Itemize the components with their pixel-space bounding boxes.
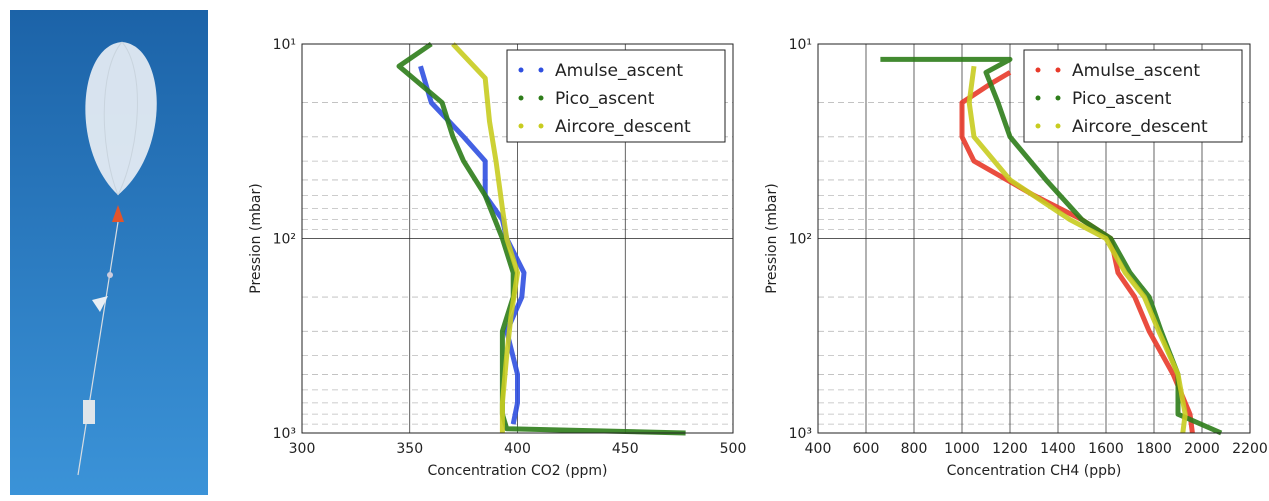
plot-frame: [301, 43, 734, 434]
x-tick-label: 350: [396, 441, 423, 457]
legend-label: Pico_ascent: [555, 89, 655, 109]
legend-label: Pico_ascent: [1072, 89, 1172, 109]
x-tick-label: 1200: [992, 441, 1028, 457]
series-line: [966, 65, 1188, 434]
x-tick-label: 400: [504, 441, 531, 457]
legend-marker: [518, 123, 524, 129]
x-tick-label: 2200: [1232, 441, 1268, 457]
x-tick-label: 2000: [1184, 441, 1220, 457]
y-tick-label: 10¹: [273, 37, 296, 53]
x-tick-label: 1600: [1088, 441, 1124, 457]
series-line: [451, 42, 520, 433]
y-tick-label: 10¹: [789, 37, 812, 53]
y-tick-label: 10³: [273, 426, 296, 442]
y-tick-label: 10²: [789, 232, 812, 248]
chart: 300 350 400 450 500 10¹ 10² 10³ Concentration CO…: [248, 37, 746, 479]
legend-marker: [538, 123, 544, 129]
x-tick-label: 600: [853, 441, 880, 457]
legend-marker: [1035, 67, 1041, 73]
legend-marker: [1055, 123, 1061, 129]
legend-marker: [1055, 95, 1061, 101]
x-tick-label: 400: [805, 441, 832, 457]
legend-marker: [1035, 95, 1041, 101]
legend-marker: [518, 67, 524, 73]
legend-marker: [538, 95, 544, 101]
legend-marker: [518, 95, 524, 101]
chart: 400 600 800 1000 1200 1400 1600 1800 2000 2200 10¹…: [764, 37, 1268, 479]
y-axis-label: Pression (mbar): [764, 183, 780, 293]
x-tick-label: 1800: [1136, 441, 1172, 457]
x-tick-label: 800: [901, 441, 928, 457]
y-axis-label: Pression (mbar): [248, 183, 264, 293]
legend-label: Amulse_ascent: [555, 61, 683, 81]
x-tick-label: 500: [720, 441, 747, 457]
legend-label: Aircore_descent: [1072, 117, 1208, 137]
x-axis-label: Concentration CO2 (ppm): [428, 463, 608, 479]
legend-marker: [1055, 67, 1061, 73]
legend-marker: [538, 67, 544, 73]
x-tick-label: 1400: [1040, 441, 1076, 457]
y-tick-label: 10³: [789, 426, 812, 442]
legend-label: Aircore_descent: [555, 117, 691, 137]
legend-label: Amulse_ascent: [1072, 61, 1200, 81]
x-tick-label: 1000: [944, 441, 980, 457]
legend-marker: [1035, 123, 1041, 129]
x-tick-label: 450: [612, 441, 639, 457]
balloon-photo: [10, 10, 208, 495]
x-tick-label: 300: [289, 441, 316, 457]
plot-frame: [817, 43, 1251, 434]
x-axis-label: Concentration CH4 (ppb): [947, 463, 1122, 479]
y-tick-label: 10²: [273, 232, 296, 248]
